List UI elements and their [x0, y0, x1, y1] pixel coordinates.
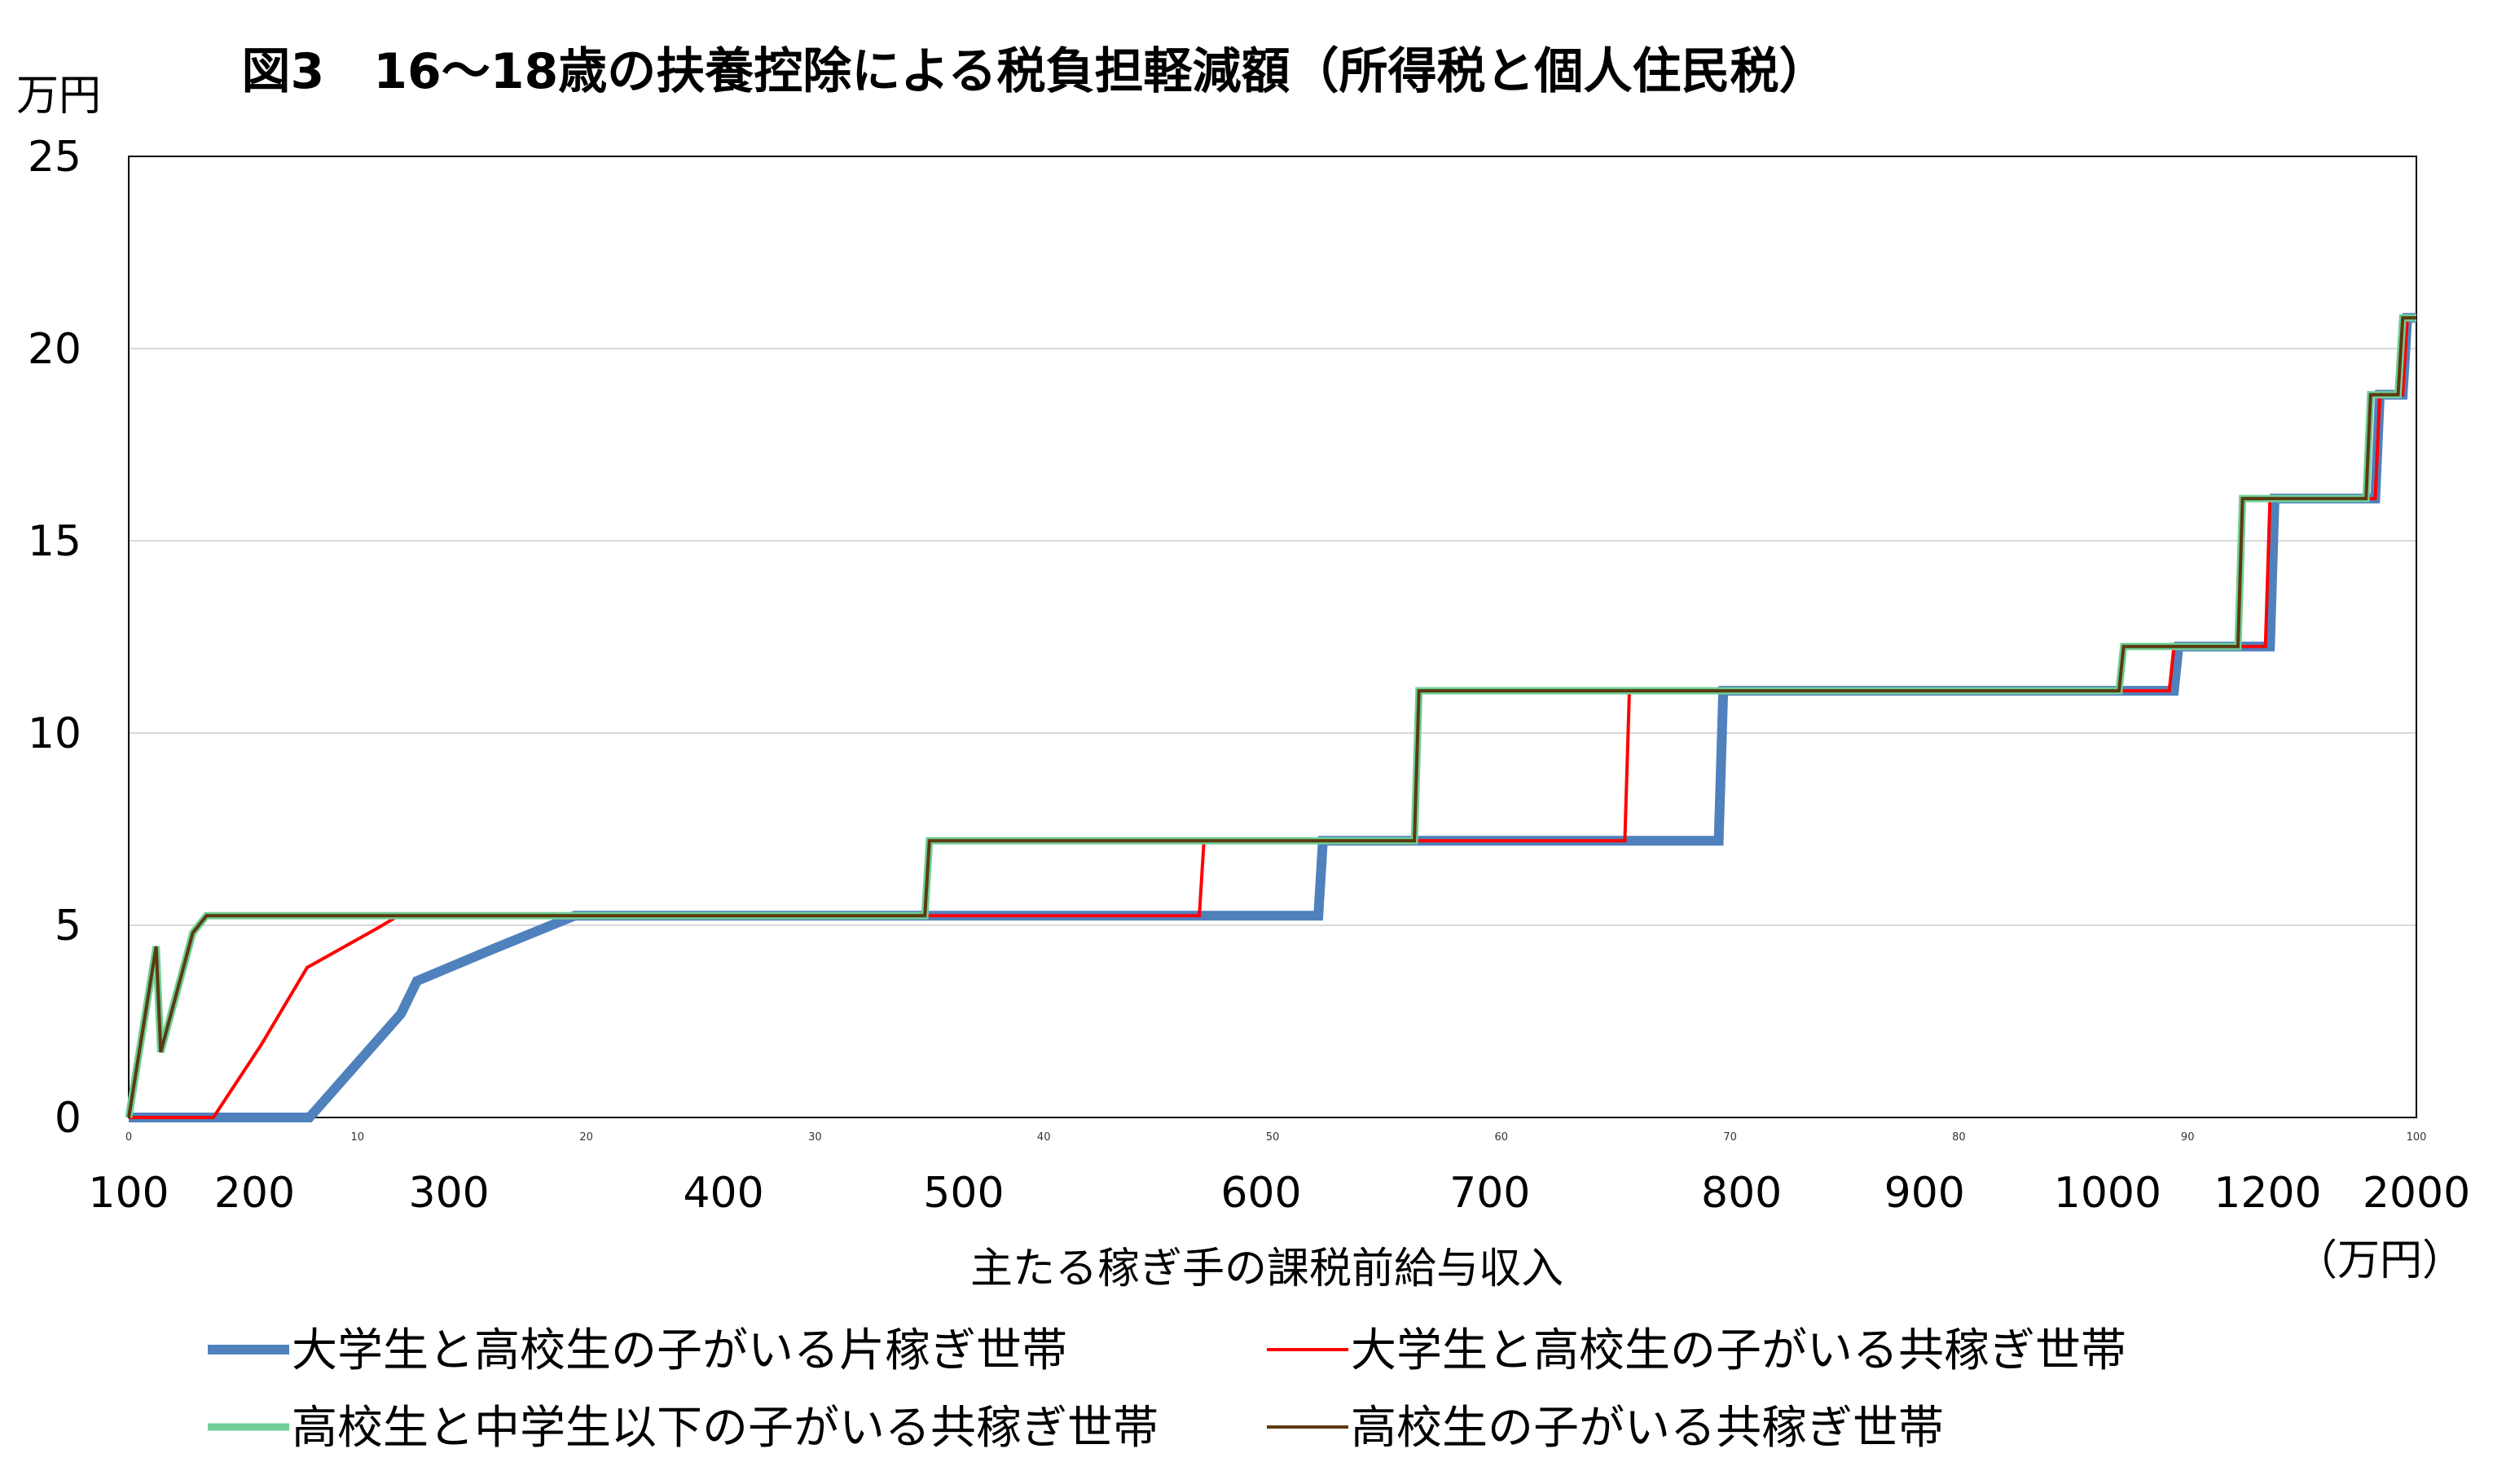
x-minor-tick-label: 90	[2181, 1131, 2195, 1144]
x-minor-tick-label: 10	[351, 1131, 365, 1144]
x-axis-minor-ticks: 0 10 20 30 40 50 60 70 80 90 100	[125, 1131, 2427, 1144]
series-line	[125, 314, 2416, 1118]
x-tick-label: 900	[1884, 1169, 1965, 1218]
plot-area	[128, 156, 2417, 1118]
legend-label: 高校生と中学生以下の子がいる共稼ぎ世帯	[292, 1402, 1158, 1455]
x-minor-tick-label: 100	[2407, 1131, 2427, 1144]
x-tick-label: 600	[1220, 1169, 1301, 1218]
y-tick-label: 20	[28, 325, 81, 374]
x-minor-tick-label: 80	[1952, 1131, 1966, 1144]
series-line	[127, 316, 2416, 1118]
y-tick-label: 0	[55, 1094, 81, 1143]
y-axis-ticks: 0 5 10 15 20 25	[28, 133, 81, 1143]
x-minor-tick-label: 60	[1495, 1131, 1509, 1144]
y-tick-label: 5	[55, 902, 81, 951]
x-tick-label: 100	[88, 1169, 169, 1218]
legend-label: 高校生の子がいる共稼ぎ世帯	[1351, 1402, 1944, 1455]
series-line	[129, 313, 2416, 1122]
x-minor-tick-label: 70	[1723, 1131, 1737, 1144]
x-axis-labels: 100 200 300 400 500 600 700 800 900 1000 1200 2000	[88, 1169, 2470, 1218]
chart-title: 図3 16〜18歳の扶養控除による税負担軽減額（所得税と個人住民税）	[242, 43, 1828, 100]
x-tick-label: 1000	[2054, 1169, 2161, 1218]
gridlines	[129, 156, 2416, 926]
x-tick-label: 400	[683, 1169, 763, 1218]
series-line	[129, 316, 2416, 1119]
y-axis-unit: 万円	[16, 72, 101, 121]
x-minor-tick-label: 20	[579, 1131, 593, 1144]
x-tick-label: 1200	[2214, 1169, 2321, 1218]
x-tick-label: 2000	[2363, 1169, 2470, 1218]
x-minor-tick-label: 0	[125, 1131, 132, 1144]
x-axis-label: 主たる稼ぎ手の課税前給与収入	[970, 1245, 1563, 1293]
x-tick-label: 300	[408, 1169, 489, 1218]
legend-label: 大学生と高校生の子がいる共稼ぎ世帯	[1351, 1324, 2126, 1377]
x-minor-tick-label: 50	[1266, 1131, 1280, 1144]
x-minor-tick-label: 40	[1037, 1131, 1051, 1144]
y-tick-label: 25	[28, 133, 81, 182]
x-tick-label: 700	[1449, 1169, 1530, 1218]
series-lines	[125, 313, 2416, 1122]
y-tick-label: 15	[28, 517, 81, 566]
legend: 大学生と高校生の子がいる片稼ぎ世帯 大学生と高校生の子がいる共稼ぎ世帯高校生と中学…	[208, 1324, 2126, 1455]
x-tick-label: 800	[1701, 1169, 1782, 1218]
x-tick-label: 500	[923, 1169, 1004, 1218]
x-minor-tick-label: 30	[808, 1131, 822, 1144]
legend-label: 大学生と高校生の子がいる片稼ぎ世帯	[292, 1324, 1067, 1377]
y-tick-label: 10	[28, 709, 81, 758]
x-tick-label: 200	[214, 1169, 295, 1218]
x-axis-unit: （万円）	[2295, 1236, 2464, 1285]
